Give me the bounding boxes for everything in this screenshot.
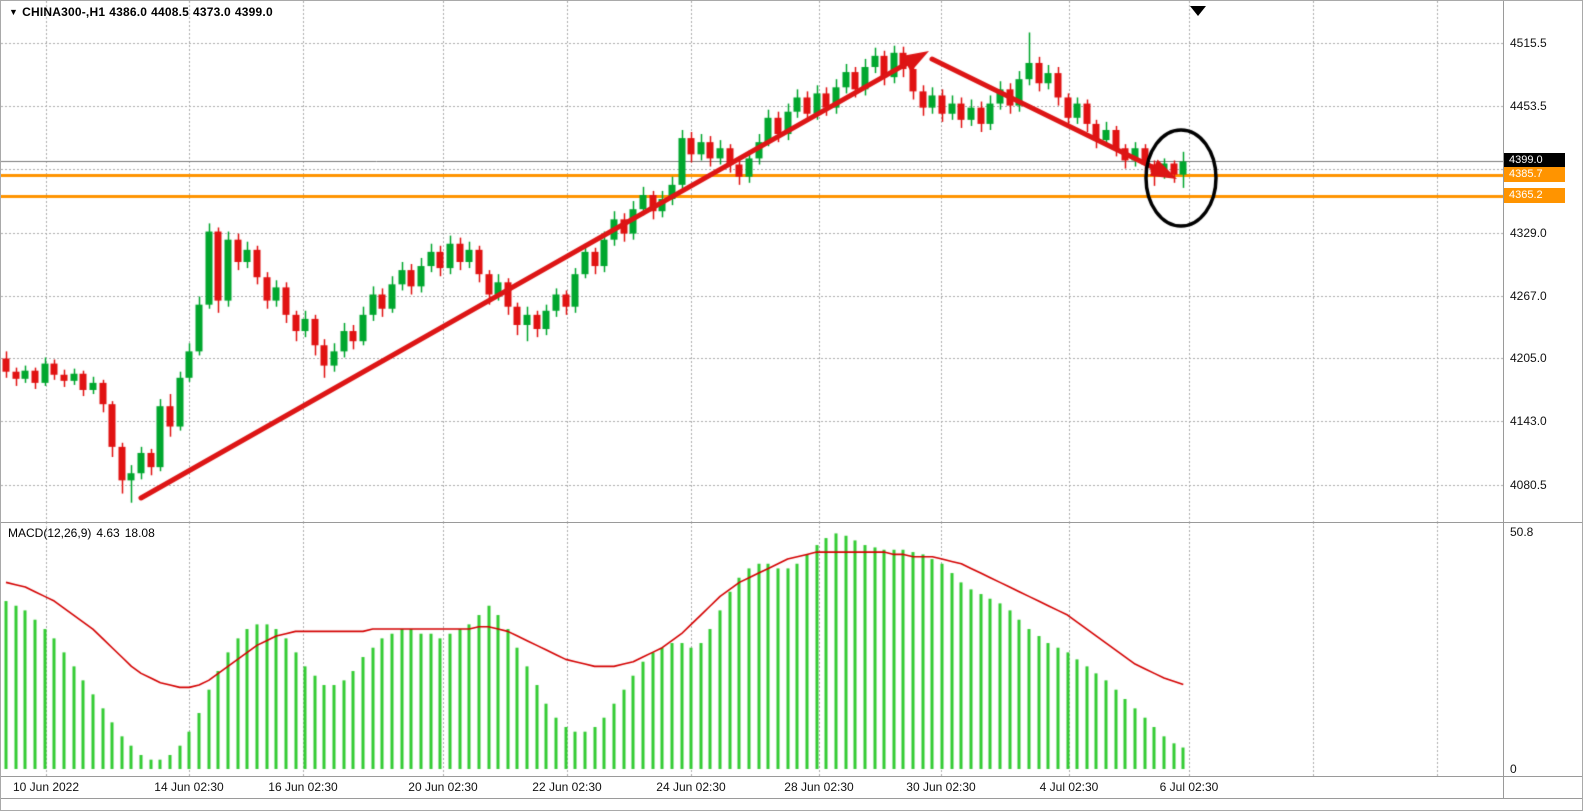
symbol-dropdown-icon[interactable]: ▼	[9, 7, 19, 17]
time-tick-label: 16 Jun 02:30	[268, 780, 338, 794]
macd-indicator-label: MACD(12,26,9) 4.63 18.08	[8, 526, 160, 540]
time-tick-label: 20 Jun 02:30	[408, 780, 478, 794]
macd-main-value: 4.63	[96, 526, 120, 540]
time-tick-label: 28 Jun 02:30	[784, 780, 854, 794]
macd-axis[interactable]: 50.8 0	[1504, 1, 1582, 798]
macd-tick-label: 50.8	[1510, 525, 1534, 540]
time-tick-label: 10 Jun 2022	[12, 780, 80, 794]
macd-tick-label: 0	[1510, 762, 1517, 776]
price-axis-line	[1503, 1, 1504, 798]
time-tick-label: 30 Jun 02:30	[906, 780, 976, 794]
hline-badge-lower: 4365.2	[1504, 187, 1565, 203]
price-tick-label: 4329.0	[1510, 225, 1547, 240]
time-tick-label: 4 Jul 02:30	[1039, 780, 1099, 794]
axis-separator	[1, 776, 1582, 777]
price-tick-label: 4267.0	[1510, 288, 1547, 303]
window-bottom-separator	[1, 798, 1582, 799]
time-tick-label: 6 Jul 02:30	[1159, 780, 1219, 794]
panel-separator[interactable]	[1, 522, 1582, 523]
price-tick-label: 4143.0	[1510, 414, 1547, 429]
hline-badge-upper: 4385.7	[1504, 166, 1565, 182]
low-value: 4373.0	[193, 5, 231, 19]
open-value: 4386.0	[109, 5, 148, 19]
symbol-label: CHINA300-,H1	[22, 5, 106, 19]
price-tick-label: 4515.5	[1510, 36, 1547, 51]
time-tick-label: 14 Jun 02:30	[154, 780, 224, 794]
price-chart-canvas[interactable]	[1, 1, 1503, 522]
macd-signal-value: 18.08	[124, 526, 155, 540]
macd-name: MACD(12,26,9)	[8, 526, 92, 540]
price-tick-label: 4205.0	[1510, 351, 1547, 366]
price-tick-label: 4080.5	[1510, 477, 1547, 492]
macd-indicator-canvas[interactable]	[1, 522, 1503, 776]
price-tick-label: 4453.5	[1510, 99, 1547, 114]
price-axis[interactable]: 4515.5 4453.5 4329.0 4267.0 4205.0 4143.0 4080…	[1504, 1, 1582, 798]
time-tick-label: 24 Jun 02:30	[656, 780, 726, 794]
ohlc-header: ▼ CHINA300-,H1 4386.0 4408.5 4373.0 4399.0	[9, 5, 277, 19]
chart-shift-icon[interactable]	[1190, 6, 1206, 16]
time-tick-label: 22 Jun 02:30	[532, 780, 602, 794]
high-value: 4408.5	[151, 5, 190, 19]
close-value: 4399.0	[234, 5, 273, 19]
time-axis[interactable]: 10 Jun 2022 14 Jun 02:30 16 Jun 02:30 20 Ju…	[1, 776, 1503, 798]
current-price-badge: 4399.0	[1504, 153, 1565, 169]
